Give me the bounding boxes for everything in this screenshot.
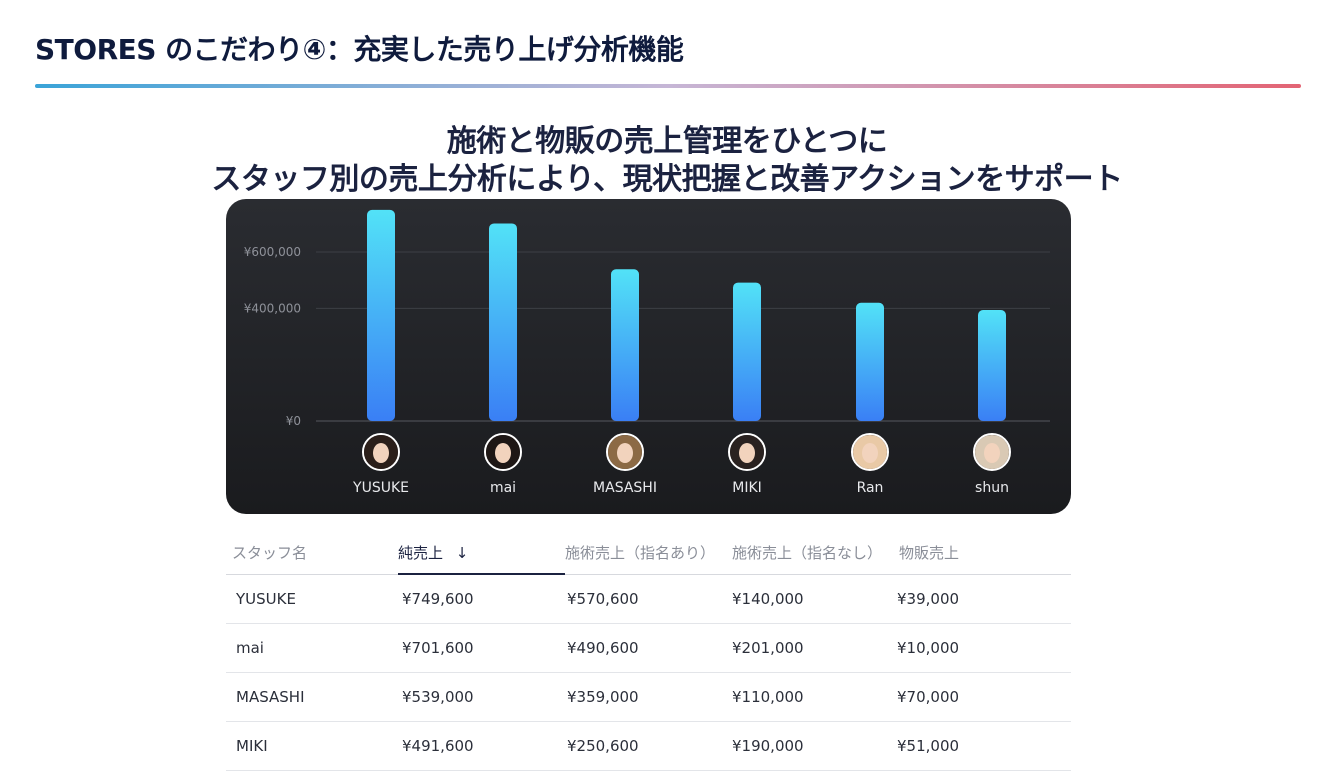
header-treatment-nominated[interactable]: 施術売上（指名あり） — [565, 544, 716, 562]
staff-mai[interactable]: mai — [453, 433, 553, 496]
bar-mai[interactable] — [489, 223, 517, 421]
staff-yusuke[interactable]: YUSUKE — [331, 433, 431, 496]
face-icon — [617, 443, 633, 463]
avatar — [484, 433, 522, 471]
y-tick-label: ¥600,000 — [244, 245, 301, 259]
table-cell: ¥701,600 — [402, 639, 474, 657]
headline-line-1: 施術と物販の売上管理をひとつに — [446, 124, 888, 159]
table-cell: MASASHI — [236, 688, 305, 706]
bar-masashi[interactable] — [611, 269, 639, 421]
table-cell: ¥10,000 — [897, 639, 960, 657]
table-cell: ¥51,000 — [897, 737, 960, 755]
avatar — [973, 433, 1011, 471]
table-row[interactable]: mai ¥701,600 ¥490,600 ¥201,000 ¥10,000 — [226, 624, 1071, 673]
face-icon — [984, 443, 1000, 463]
table-cell: ¥250,600 — [567, 737, 639, 755]
header-retail-sales[interactable]: 物販売上 — [899, 544, 960, 562]
staff-ran[interactable]: Ran — [820, 433, 920, 496]
table-row[interactable]: MASASHI ¥539,000 ¥359,000 ¥110,000 ¥70,000 — [226, 673, 1071, 722]
y-tick-label: ¥0 — [286, 414, 301, 428]
table-cell: mai — [236, 639, 264, 657]
staff-miki[interactable]: MIKI — [697, 433, 797, 496]
bar-ran[interactable] — [856, 302, 884, 421]
table-cell: ¥39,000 — [897, 590, 960, 608]
staff-name-label: Ran — [856, 480, 884, 496]
bar-shun[interactable] — [978, 310, 1006, 421]
avatar — [606, 433, 644, 471]
face-icon — [495, 443, 511, 463]
staff-sales-table: スタッフ名 純売上 ↓ 施術売上（指名あり） 施術売上（指名なし） 物販売上 Y… — [226, 528, 1071, 771]
bar-yusuke[interactable] — [367, 209, 395, 421]
title-accent-bar — [35, 84, 1301, 88]
table-cell: ¥140,000 — [732, 590, 804, 608]
staff-name-label: shun — [975, 480, 1009, 496]
table-cell: ¥70,000 — [897, 688, 960, 706]
table-row[interactable]: YUSUKE ¥749,600 ¥570,600 ¥140,000 ¥39,000 — [226, 575, 1071, 624]
table-cell: ¥570,600 — [567, 590, 639, 608]
face-icon — [862, 443, 878, 463]
staff-masashi[interactable]: MASASHI — [575, 433, 675, 496]
avatar — [362, 433, 400, 471]
table-header-row: スタッフ名 純売上 ↓ 施術売上（指名あり） 施術売上（指名なし） 物販売上 — [226, 528, 1071, 575]
table-cell: ¥539,000 — [402, 688, 474, 706]
staff-name-label: YUSUKE — [353, 480, 409, 496]
staff-sales-chart: ¥0 ¥400,000 ¥600,000 YUSUKE mai MASASHI MI… — [226, 199, 1071, 514]
header-net-sales[interactable]: 純売上 ↓ — [398, 542, 468, 563]
table-cell: ¥490,600 — [567, 639, 639, 657]
table-cell: ¥190,000 — [732, 737, 804, 755]
staff-name-label: MIKI — [732, 480, 762, 496]
staff-name-label: mai — [489, 480, 517, 496]
sort-down-icon: ↓ — [455, 544, 469, 562]
table-cell: ¥491,600 — [402, 737, 474, 755]
table-cell: MIKI — [236, 737, 268, 755]
staff-shun[interactable]: shun — [942, 433, 1042, 496]
slide-title: STORES のこだわり④：充実した売り上げ分析機能 — [35, 33, 684, 66]
face-icon — [373, 443, 389, 463]
avatar — [851, 433, 889, 471]
header-staff-name[interactable]: スタッフ名 — [232, 544, 308, 562]
table-cell: ¥749,600 — [402, 590, 474, 608]
active-sort-underline — [398, 573, 565, 575]
table-cell: ¥201,000 — [732, 639, 804, 657]
y-tick-label: ¥400,000 — [244, 301, 301, 315]
table-body: YUSUKE ¥749,600 ¥570,600 ¥140,000 ¥39,000 mai… — [226, 575, 1071, 771]
header-treatment-unnominated[interactable]: 施術売上（指名なし） — [732, 544, 883, 562]
headline-line-2: スタッフ別の売上分析により、現状把握と改善アクションをサポート — [211, 162, 1123, 197]
bar-miki[interactable] — [733, 282, 761, 421]
avatar — [728, 433, 766, 471]
table-row[interactable]: MIKI ¥491,600 ¥250,600 ¥190,000 ¥51,000 — [226, 722, 1071, 771]
header-net-sales-label: 純売上 — [398, 544, 444, 562]
table-cell: ¥110,000 — [732, 688, 804, 706]
staff-name-label: MASASHI — [593, 480, 657, 496]
table-cell: ¥359,000 — [567, 688, 639, 706]
table-cell: YUSUKE — [236, 590, 296, 608]
face-icon — [739, 443, 755, 463]
bar-chart-svg: ¥0 ¥400,000 ¥600,000 — [244, 209, 1050, 428]
